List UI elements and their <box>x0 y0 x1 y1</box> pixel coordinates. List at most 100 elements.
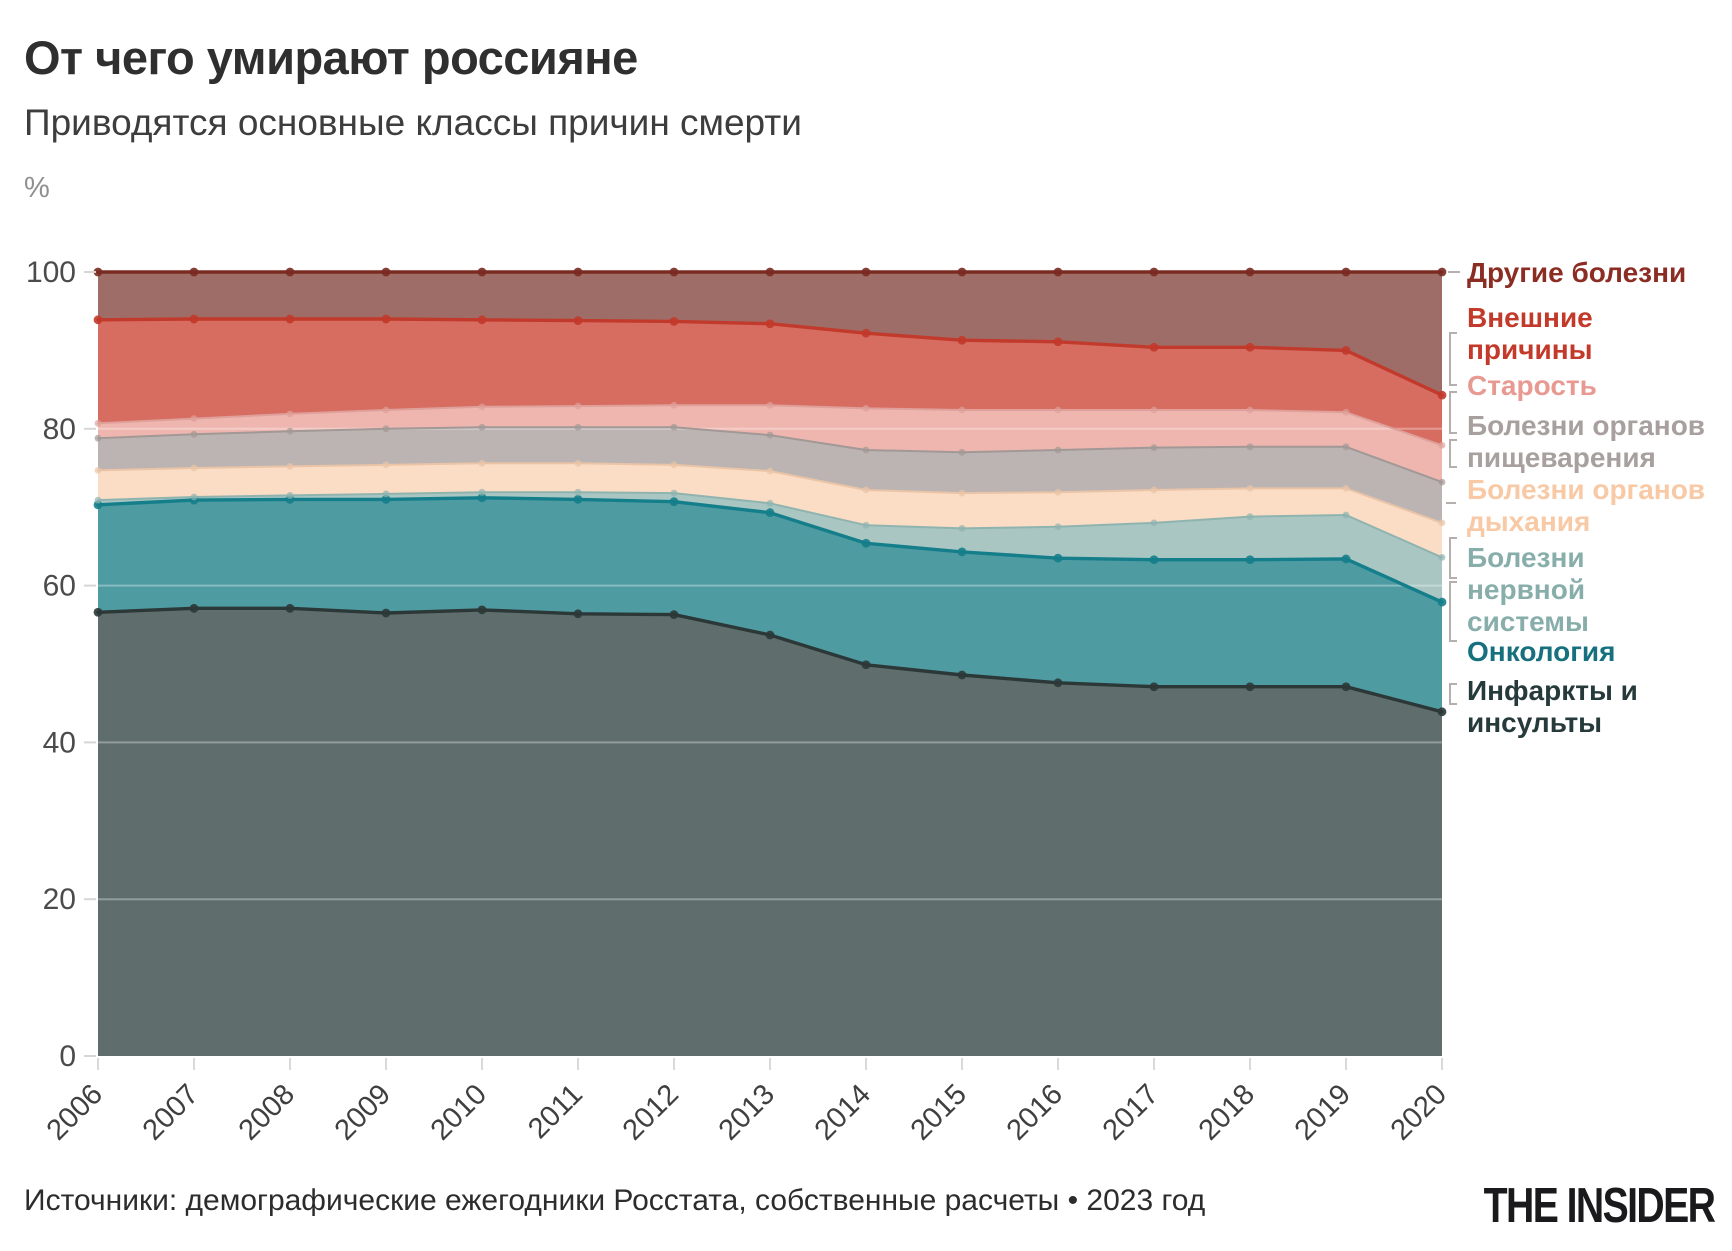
legend-bracket <box>1449 581 1457 642</box>
data-point <box>862 405 870 412</box>
source-note: Источники: демографические ежегодники Ро… <box>24 1184 1206 1217</box>
data-point <box>1438 441 1446 449</box>
data-point <box>1437 707 1447 717</box>
legend-bracket <box>1449 439 1457 468</box>
data-point <box>477 605 487 615</box>
legend-bracket <box>1449 537 1457 579</box>
data-point <box>861 660 871 670</box>
x-tick-label: 2015 <box>905 1078 973 1146</box>
data-point <box>93 267 103 277</box>
data-point <box>382 461 390 469</box>
the-insider-logo: THE INSIDER <box>1483 1179 1715 1233</box>
x-tick-label: 2014 <box>809 1078 877 1146</box>
data-point <box>1245 267 1255 277</box>
data-point <box>1053 678 1063 688</box>
legend-label-external-causes: Внешние причины <box>1467 302 1593 365</box>
legend-label-oncology: Онкология <box>1467 636 1615 667</box>
dots-digestive <box>94 423 1446 486</box>
legend-label-other-diseases: Другие болезни <box>1467 257 1686 288</box>
data-point <box>861 267 871 277</box>
legend-bracket <box>1449 683 1457 705</box>
data-point <box>862 486 870 494</box>
data-point <box>1245 342 1255 352</box>
data-point <box>1341 554 1351 564</box>
data-point <box>670 461 678 469</box>
page-title: От чего умирают россияне <box>24 31 638 84</box>
x-tick-label: 2019 <box>1289 1078 1357 1146</box>
y-tick-label: 80 <box>43 413 76 446</box>
y-tick-label: 40 <box>43 726 76 759</box>
dots-heart-attacks-strokes <box>93 603 1447 717</box>
data-point <box>574 488 582 496</box>
data-point <box>382 490 390 498</box>
area-nervous-system <box>98 492 1442 603</box>
data-point <box>1342 443 1350 451</box>
data-point <box>190 464 198 472</box>
x-tick-label: 2012 <box>617 1078 685 1146</box>
data-point <box>286 427 294 435</box>
data-point <box>285 603 295 613</box>
legend-bracket <box>1449 332 1457 386</box>
dots-other-diseases <box>93 267 1447 277</box>
y-axis: 0 20 40 60 80 100 <box>26 256 96 1073</box>
data-point <box>382 425 390 433</box>
data-point <box>381 608 391 618</box>
data-point <box>958 448 966 456</box>
data-point <box>381 267 391 277</box>
y-axis-unit-label: % <box>24 172 50 204</box>
data-point <box>574 402 582 410</box>
data-point <box>285 267 295 277</box>
data-point <box>93 315 103 325</box>
data-point <box>477 493 487 503</box>
data-point <box>190 493 198 501</box>
data-point <box>669 316 679 326</box>
data-point <box>1246 406 1254 414</box>
data-point <box>958 489 966 497</box>
data-point <box>766 467 774 475</box>
data-point <box>1149 342 1159 352</box>
dots-respiratory <box>94 459 1446 527</box>
area-external-causes <box>98 319 1442 446</box>
data-point <box>1342 484 1350 492</box>
data-point <box>957 670 967 680</box>
data-point <box>766 401 774 409</box>
legend-label-old-age: Старость <box>1467 370 1597 401</box>
data-point <box>957 547 967 557</box>
data-point <box>286 410 294 418</box>
data-point <box>477 315 487 325</box>
data-point <box>1054 488 1062 496</box>
x-tick-label: 2013 <box>713 1078 781 1146</box>
data-point <box>478 423 486 431</box>
data-point <box>1149 682 1159 692</box>
data-point <box>189 314 199 324</box>
data-point <box>94 466 102 474</box>
data-point <box>1341 682 1351 692</box>
data-point <box>765 267 775 277</box>
data-point <box>1341 346 1351 355</box>
legend-label-digestive: Болезни органов пищеварения <box>1467 410 1705 473</box>
legend-brackets <box>1446 271 1460 705</box>
data-point <box>574 459 582 467</box>
x-tick-label: 2011 <box>522 1078 589 1145</box>
data-point <box>1341 267 1351 277</box>
data-point <box>861 538 871 548</box>
legend: Другие болезни Внешние причины Старость Боле… <box>1467 257 1705 738</box>
data-point <box>382 406 390 414</box>
x-tick-label: 2009 <box>329 1078 397 1146</box>
data-point <box>190 430 198 438</box>
data-point <box>765 630 775 640</box>
data-point <box>1246 443 1254 451</box>
data-point <box>1437 267 1447 277</box>
data-point <box>381 314 391 324</box>
data-point <box>861 328 871 338</box>
x-tick-label: 2008 <box>233 1078 301 1146</box>
data-point <box>1245 555 1255 565</box>
data-point <box>478 488 486 496</box>
dots-old-age <box>94 401 1446 449</box>
data-point <box>1054 406 1062 414</box>
data-point <box>573 609 583 619</box>
data-point <box>477 267 487 277</box>
area-old-age <box>98 405 1442 483</box>
